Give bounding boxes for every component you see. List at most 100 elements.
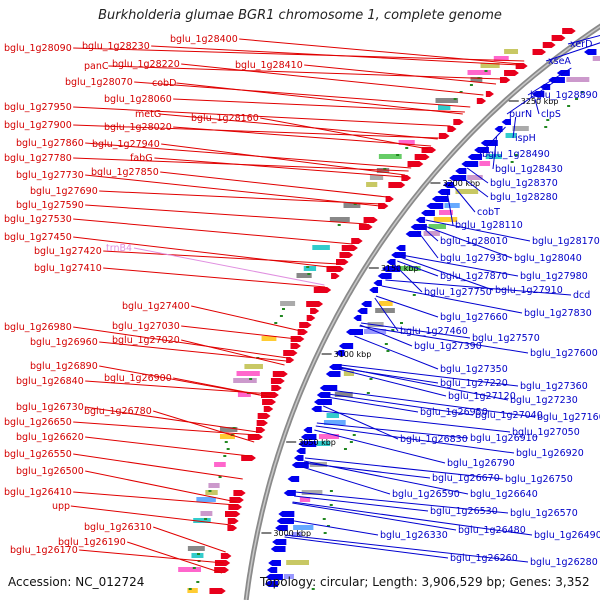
- reverse-gene-arrow: [319, 385, 338, 391]
- gc-mark: [353, 203, 357, 205]
- right-gene-label: cobT: [477, 207, 500, 218]
- forward-gene-arrow: [363, 217, 378, 223]
- left-gene-label: bglu_1g27450: [4, 232, 72, 243]
- reverse-gene-arrow: [426, 203, 444, 209]
- right-leader-line: [354, 335, 439, 370]
- right-leader-line: [466, 167, 489, 184]
- rna-gene-label: trnB4: [106, 243, 132, 254]
- feature-block: [178, 567, 201, 572]
- right-leader-line: [417, 230, 439, 259]
- right-gene-label: bglu_1g26640: [470, 489, 538, 500]
- feature-block: [455, 189, 479, 194]
- forward-gene-arrow: [228, 504, 243, 510]
- reverse-gene-arrow: [548, 77, 565, 83]
- left-gene-label: bglu_1g27400: [122, 301, 190, 312]
- left-leader-line: [85, 380, 273, 395]
- gc-mark: [386, 350, 390, 352]
- left-gene-label: bglu_1g26960: [30, 337, 98, 348]
- feature-block: [261, 336, 277, 341]
- feature-block: [193, 518, 211, 523]
- forward-gene-arrow: [290, 336, 305, 342]
- feature-block: [323, 420, 346, 425]
- forward-gene-arrow: [263, 406, 274, 412]
- left-leader-line: [159, 113, 438, 140]
- left-gene-label: upp: [52, 501, 70, 512]
- forward-gene-arrow: [227, 518, 239, 524]
- reverse-gene-arrow: [443, 182, 454, 188]
- reverse-gene-arrow: [449, 175, 467, 181]
- left-leader-line: [99, 190, 382, 205]
- left-gene-label: bglu_1g27410: [34, 263, 102, 274]
- left-gene-label: bglu_1g26650: [4, 417, 72, 428]
- feature-block: [480, 63, 500, 68]
- left-leader-line: [181, 325, 297, 340]
- forward-gene-arrow: [256, 420, 268, 426]
- left-gene-label: metG: [135, 109, 161, 120]
- right-gene-label: bglu_1g26670: [432, 473, 500, 484]
- right-leader-line: [375, 295, 439, 318]
- left-leader-line: [85, 174, 381, 207]
- reverse-gene-arrow: [382, 266, 401, 272]
- right-gene-label: bglu_1g27570: [472, 333, 540, 344]
- left-leader-line: [304, 64, 497, 85]
- reverse-gene-arrow: [265, 574, 283, 580]
- reverse-gene-arrow: [494, 126, 503, 132]
- right-leader-line: [394, 264, 423, 293]
- feature-block: [236, 371, 260, 376]
- right-leader-line: [425, 219, 531, 242]
- feature-block: [301, 490, 323, 495]
- right-gene-label: bglu_1g28490: [482, 149, 550, 160]
- feature-block: [280, 301, 296, 306]
- reverse-gene-arrow: [314, 399, 332, 405]
- feature-block: [237, 392, 251, 397]
- forward-gene-arrow: [270, 378, 285, 384]
- forward-gene-arrow: [247, 434, 263, 440]
- left-leader-line: [85, 436, 250, 457]
- right-gene-label: bglu_1g28890: [530, 90, 598, 101]
- forward-gene-arrow: [299, 322, 312, 328]
- gc-mark: [412, 294, 416, 296]
- feature-block: [296, 273, 312, 278]
- right-leader-line: [315, 425, 515, 454]
- gc-mark: [311, 588, 315, 590]
- feature-block: [196, 497, 216, 502]
- right-gene-label: bglu_1g26910: [470, 433, 538, 444]
- right-gene-label: bglu_1g27910: [495, 285, 563, 296]
- gc-mark: [575, 98, 579, 100]
- gc-mark: [352, 434, 356, 436]
- right-gene-label: bglu_1g26830: [400, 434, 468, 445]
- gc-mark: [208, 490, 212, 492]
- left-leader-line: [73, 453, 243, 480]
- gc-mark: [224, 441, 228, 443]
- feature-block: [316, 441, 331, 446]
- left-leader-line: [181, 339, 285, 366]
- reverse-gene-arrow: [361, 301, 372, 307]
- right-gene-label: bglu_1g27660: [440, 312, 508, 323]
- forward-gene-arrow: [227, 525, 238, 531]
- left-gene-label: bglu_1g26190: [58, 537, 126, 548]
- feature-block: [343, 371, 355, 376]
- feature-block: [200, 511, 213, 516]
- left-gene-label: bglu_1g27530: [4, 214, 72, 225]
- right-leader-line: [292, 501, 533, 536]
- feature-block: [208, 483, 220, 488]
- reverse-gene-arrow: [298, 441, 317, 447]
- right-leader-line: [327, 393, 474, 416]
- reverse-gene-arrow: [501, 119, 511, 125]
- forward-gene-arrow: [306, 315, 316, 321]
- left-gene-label: bglu_1g26980: [4, 322, 72, 333]
- feature-track: [178, 28, 600, 594]
- reverse-gene-arrow: [264, 581, 278, 587]
- left-gene-label: cobD: [152, 78, 176, 89]
- left-leader-line: [85, 470, 237, 503]
- left-leader-line: [73, 326, 288, 359]
- feature-block: [467, 175, 483, 180]
- right-leader-line: [303, 460, 469, 495]
- left-gene-label: bglu_1g28410: [235, 60, 303, 71]
- left-gene-label: bglu_1g28020: [104, 122, 172, 133]
- right-leader-line: [567, 34, 600, 45]
- feature-block: [423, 231, 440, 236]
- right-gene-label: clpS: [541, 109, 561, 120]
- forward-gene-arrow: [339, 252, 354, 258]
- right-gene-label: bglu_1g26530: [430, 506, 498, 517]
